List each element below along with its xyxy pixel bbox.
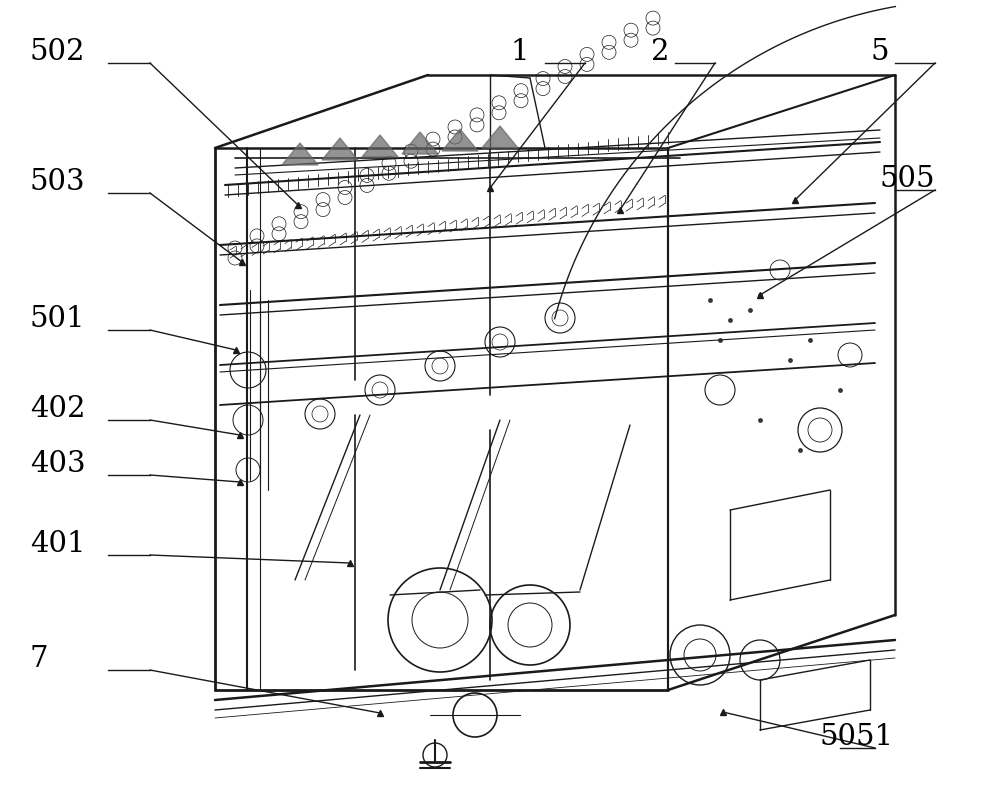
Text: 7: 7: [30, 645, 49, 673]
Text: 503: 503: [30, 168, 86, 196]
Text: 401: 401: [30, 530, 86, 558]
Polygon shape: [322, 138, 358, 160]
Text: 5: 5: [871, 38, 889, 66]
Text: 505: 505: [880, 165, 936, 193]
Text: 402: 402: [30, 395, 86, 423]
Text: 403: 403: [30, 450, 86, 478]
Polygon shape: [482, 126, 518, 148]
Polygon shape: [442, 129, 478, 151]
Text: 502: 502: [30, 38, 86, 66]
Text: 5051: 5051: [820, 723, 894, 751]
Polygon shape: [362, 135, 398, 157]
Polygon shape: [402, 132, 438, 154]
Text: 2: 2: [651, 38, 669, 66]
Text: 1: 1: [511, 38, 529, 66]
Text: 501: 501: [30, 305, 86, 333]
Polygon shape: [282, 143, 318, 165]
